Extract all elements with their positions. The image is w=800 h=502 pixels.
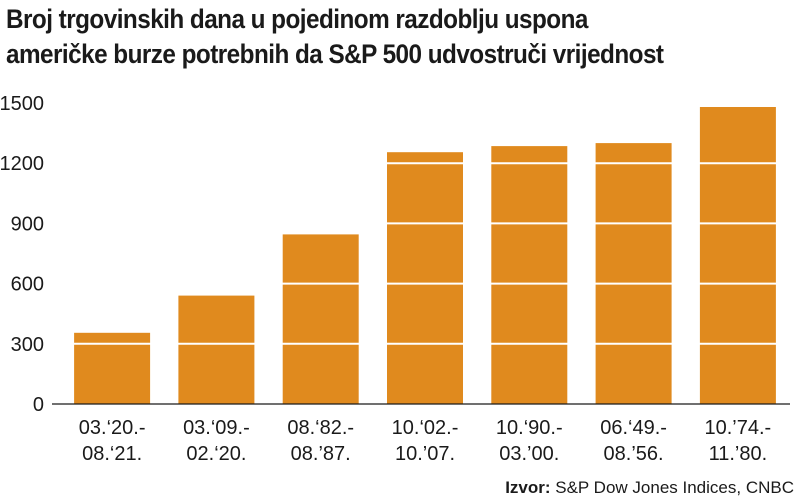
x-tick-label-3-line-2: 08.’87. <box>291 443 351 465</box>
x-tick-label-5-line-1: 10.‘90.- <box>496 417 563 439</box>
x-tick-label-6-line-2: 08.’56. <box>604 443 664 465</box>
source-label: Izvor: <box>505 478 551 497</box>
bar-6 <box>595 143 672 404</box>
x-tick-label-1-line-1: 03.‘20.- <box>79 417 146 439</box>
bar-5 <box>491 146 568 404</box>
bar-2 <box>178 295 255 404</box>
x-tick-label-4-line-2: 10.’07. <box>395 443 455 465</box>
y-tick-label-0: 0 <box>33 394 44 416</box>
y-tick-label-300: 300 <box>11 334 44 356</box>
chart-title: Broj trgovinskih dana u pojedinom razdob… <box>6 2 717 72</box>
chart-title-line-2: američke burze potrebnih da S&P 500 udvo… <box>6 39 664 69</box>
x-tick-label-3-line-1: 08.‘82.- <box>287 417 354 439</box>
y-axis-tick-labels: 0 300 600 900 1200 1500 <box>0 93 44 416</box>
gridlines <box>60 102 790 345</box>
bar-4 <box>387 152 463 404</box>
source-note: Izvor: S&P Dow Jones Indices, CNBC <box>505 477 794 499</box>
y-tick-label-1500: 1500 <box>0 93 44 115</box>
x-axis-tick-labels: 03.‘20.- 08.‘21. 03.‘09.- 02.‘20. 08.‘82.- 08… <box>79 417 771 465</box>
chart-title-line-1: Broj trgovinskih dana u pojedinom razdob… <box>6 4 588 34</box>
x-tick-label-7-line-1: 10.’74.- <box>704 417 771 439</box>
bar-7 <box>699 107 776 404</box>
x-tick-label-5-line-2: 03.’00. <box>499 443 559 465</box>
x-tick-label-2-line-1: 03.‘09.- <box>183 417 250 439</box>
x-tick-label-2-line-2: 02.‘20. <box>186 443 246 465</box>
source-text: S&P Dow Jones Indices, CNBC <box>550 478 794 497</box>
x-tick-label-6-line-1: 06.‘49.- <box>600 417 667 439</box>
x-tick-label-7-line-2: 11.’80. <box>709 443 768 465</box>
bars-layer <box>74 107 776 404</box>
y-tick-label-600: 600 <box>11 274 44 296</box>
y-tick-label-1200: 1200 <box>0 153 44 175</box>
x-tick-label-1-line-2: 08.‘21. <box>82 443 142 465</box>
x-tick-label-4-line-1: 10.‘02.- <box>392 417 459 439</box>
bar-3 <box>282 234 359 404</box>
y-tick-label-900: 900 <box>11 213 44 235</box>
